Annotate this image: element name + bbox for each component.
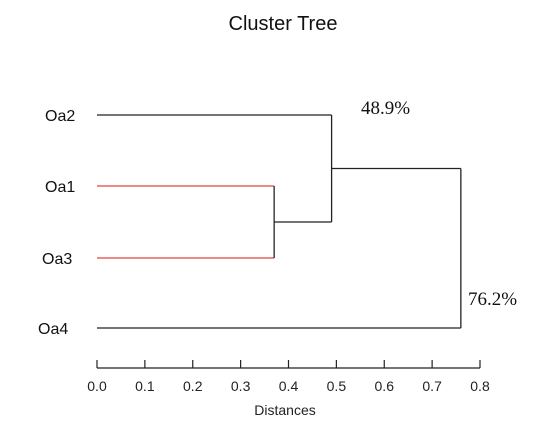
- chart-title: Cluster Tree: [229, 13, 338, 35]
- leaf-label-oa4: Oa4: [38, 321, 68, 338]
- leaf-label-oa3: Oa3: [42, 251, 72, 268]
- x-tick-label: 0.3: [231, 378, 251, 394]
- dendrogram-branches: [97, 114, 462, 329]
- x-tick-label: 0.1: [135, 378, 155, 394]
- leaf-label-oa2: Oa2: [45, 108, 75, 125]
- x-tick-label: 0.7: [422, 378, 442, 394]
- leaf-label-oa1: Oa1: [45, 179, 75, 196]
- x-tick-label: 0.0: [87, 378, 107, 394]
- leaf-labels: Oa2 Oa1 Oa3 Oa4: [38, 108, 75, 338]
- x-tick-label: 0.2: [183, 378, 203, 394]
- x-tick-label: 0.5: [327, 378, 347, 394]
- annotation-76-2: 76.2%: [468, 289, 517, 310]
- x-tick-label: 0.4: [279, 378, 299, 394]
- x-tick-label: 0.6: [375, 378, 395, 394]
- x-axis-label: Distances: [254, 402, 315, 418]
- x-tick-label: 0.8: [470, 378, 490, 394]
- annotation-48-9: 48.9%: [361, 98, 410, 119]
- x-axis: 0.0 0.1 0.2 0.3 0.4 0.5 0.6 0.7 0.8: [87, 360, 490, 394]
